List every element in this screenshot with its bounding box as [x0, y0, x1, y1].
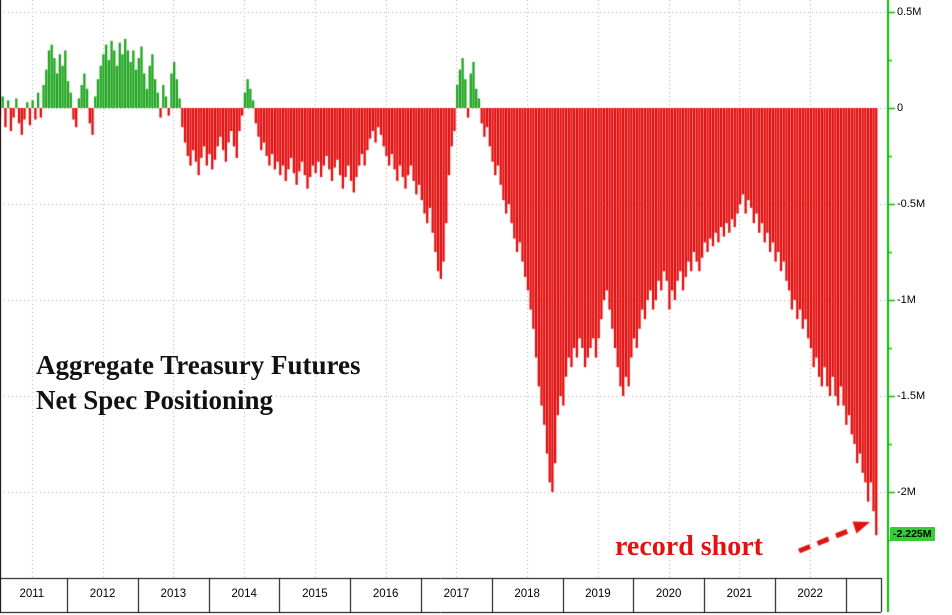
record-short-annotation: record short — [615, 531, 763, 562]
x-axis-year-label: 2015 — [302, 588, 328, 600]
last-value-axis-badge: -2.225M — [890, 527, 935, 541]
x-axis-year-label: 2013 — [160, 588, 187, 600]
x-axis-year-label: 2014 — [231, 588, 257, 600]
x-axis-year-label: 2017 — [443, 588, 470, 600]
y-axis-tick-label: 0.5M — [897, 6, 922, 18]
x-axis-year-label: 2018 — [514, 588, 540, 600]
y-axis-tick-label: -0.5M — [897, 198, 926, 210]
x-axis-year-label: 2022 — [797, 588, 823, 600]
chart-title-line2: Net Spec Positioning — [36, 385, 274, 416]
y-axis-tick-label: -1M — [897, 294, 916, 306]
x-axis-year-label: 2020 — [655, 588, 682, 600]
x-axis-year-label: 2011 — [19, 588, 45, 600]
y-axis-tick-label: -1.5M — [897, 390, 926, 402]
chart-title-line1: Aggregate Treasury Futures — [36, 350, 361, 380]
chart-title: Aggregate Treasury Futures Net Spec Posi… — [36, 348, 360, 418]
x-axis-year-label: 2021 — [726, 588, 753, 600]
x-axis-year-label: 2016 — [372, 588, 399, 600]
y-axis-tick-label: -2M — [897, 486, 916, 498]
x-axis-year-label: 2012 — [89, 588, 116, 600]
x-axis-year-label: 2019 — [585, 588, 611, 600]
y-axis-tick-label: 0 — [897, 102, 904, 114]
